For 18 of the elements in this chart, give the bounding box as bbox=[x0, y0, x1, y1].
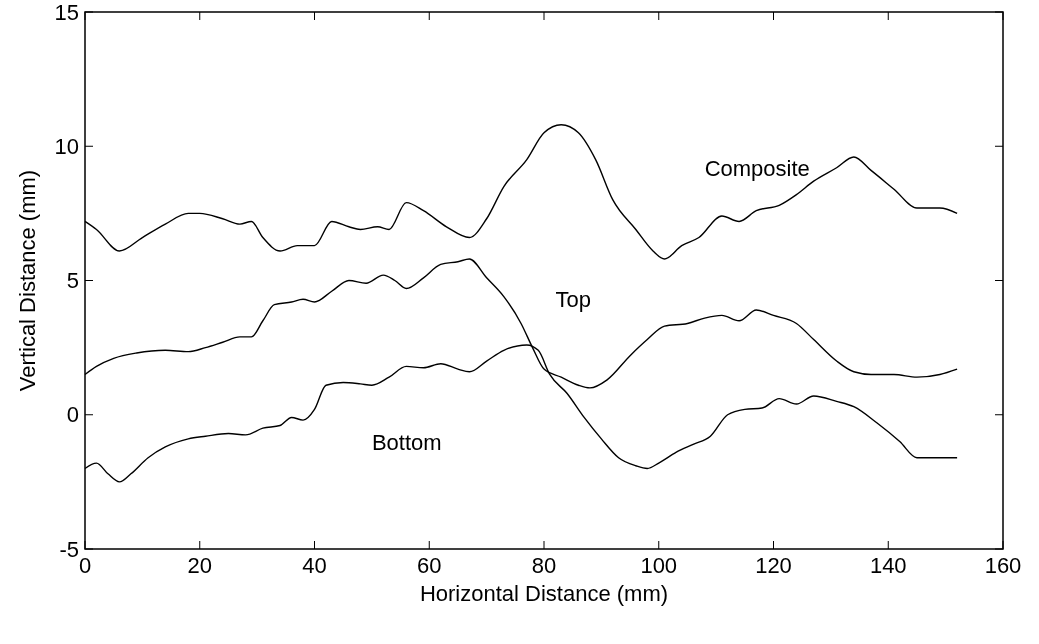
y-tick-label: -5 bbox=[59, 536, 79, 562]
series-label: Top bbox=[555, 287, 591, 313]
y-axis-title: Vertical Distance (mm) bbox=[15, 169, 40, 392]
x-tick-label: 60 bbox=[417, 553, 442, 578]
y-tick-label: 15 bbox=[54, 0, 79, 25]
x-tick-label: 40 bbox=[302, 553, 327, 578]
x-tick-label: 100 bbox=[640, 553, 678, 578]
x-tick-label: 120 bbox=[755, 553, 792, 578]
x-tick-label: 80 bbox=[531, 553, 557, 578]
x-tick-label: 140 bbox=[869, 553, 907, 578]
x-axis-title: Horizontal Distance (mm) bbox=[419, 581, 669, 606]
text: Bottom bbox=[371, 429, 442, 455]
x-tick-label: 20 bbox=[187, 553, 212, 578]
y-tick-label: 10 bbox=[54, 133, 79, 159]
y-tick-label: 0 bbox=[66, 402, 79, 428]
series-label: Composite bbox=[704, 155, 810, 181]
y-tick-label: 5 bbox=[66, 268, 79, 294]
x-tick-label: 160 bbox=[984, 553, 1022, 578]
